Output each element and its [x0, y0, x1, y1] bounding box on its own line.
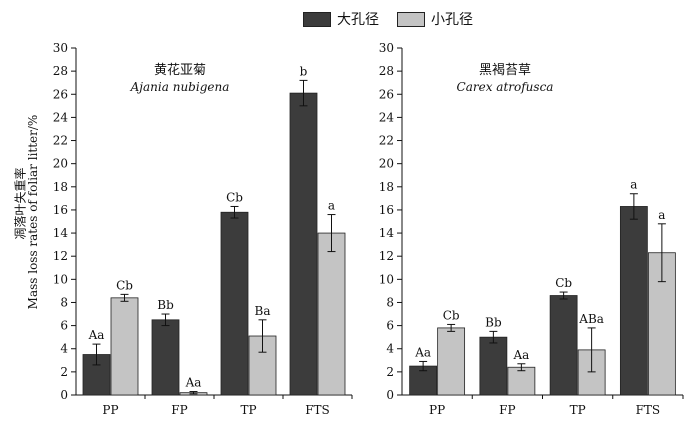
panel-1-ytick-label: 30 — [53, 41, 68, 55]
panel-1-ytick-label: 22 — [53, 134, 68, 148]
panel-2-bar-FTS-series-1 — [619, 206, 648, 396]
panel-1-xtick-label-FTS: FTS — [305, 403, 330, 417]
panel-1-title: 黄花亚菊 — [154, 62, 206, 78]
panel-1-ytick-label: 20 — [53, 157, 68, 171]
panel-1-significance-label-TP-series-1: Cb — [226, 190, 243, 204]
panel-2-bar-FP-series-2 — [507, 366, 536, 396]
panel-2-significance-label-FTS-series-1: a — [630, 178, 637, 192]
panel-1-ytick-label: 0 — [60, 388, 68, 402]
panel-1-ytick-label: 26 — [53, 87, 68, 101]
panel-1-ytick-label: 24 — [53, 110, 69, 124]
panel-1-ytick-label: 10 — [53, 272, 68, 286]
panel-2-significance-label-PP-series-2: Cb — [443, 308, 460, 322]
panel-2-subtitle: Carex atrofusca — [457, 80, 554, 94]
panel-1-ytick-label: 14 — [53, 226, 69, 240]
panel-2-xtick-label-FTS: FTS — [636, 403, 661, 417]
panel-2-ytick-label: 22 — [379, 134, 394, 148]
panel-2-significance-label-TP-series-2: ABa — [578, 312, 604, 326]
legend-label-small-aperture: 小孔径 — [431, 12, 473, 28]
panel-1-significance-label-PP-series-1: Aa — [88, 328, 105, 342]
panel-2-significance-label-TP-series-1: Cb — [555, 276, 572, 290]
legend-swatch-large-aperture — [303, 11, 331, 27]
panel-2-ytick-label: 26 — [379, 87, 394, 101]
panel-2-significance-label-FTS-series-2: a — [658, 208, 665, 222]
panel-1-significance-label-FP-series-2: Aa — [185, 376, 202, 390]
panel-2-ytick-label: 0 — [386, 388, 394, 402]
panel-2-ytick-label: 28 — [379, 64, 394, 78]
panel-2-ytick-label: 24 — [379, 110, 395, 124]
panel-2-title: 黑褐苔草 — [479, 63, 531, 78]
panel-2-ytick-label: 4 — [386, 342, 394, 356]
panel-2-ytick-label: 2 — [386, 365, 394, 379]
panel-2-ytick-label: 8 — [386, 295, 394, 309]
legend-label-large-aperture: 大孔径 — [337, 12, 379, 28]
panel-1-xtick-label-TP: TP — [240, 403, 256, 417]
panel-2-bar-FP-series-1 — [479, 336, 508, 396]
legend-swatch-small-aperture — [397, 11, 425, 27]
panel-1-bar-PP-series-2 — [110, 297, 139, 396]
panel-1-bar-FTS-series-1 — [289, 92, 318, 396]
panel-1-ytick-label: 4 — [60, 342, 68, 356]
panel-1-ytick-label: 18 — [53, 180, 68, 194]
panel-2-bar-TP-series-1 — [549, 295, 578, 396]
panel-2-ytick-label: 20 — [379, 157, 394, 171]
panel-2-xtick-label-TP: TP — [570, 403, 586, 417]
panel-1-bar-TP-series-1 — [220, 211, 249, 396]
panel-1-ytick-label: 12 — [53, 249, 68, 263]
panel-2-ytick-label: 10 — [379, 272, 394, 286]
panel-1-ytick-label: 2 — [60, 365, 68, 379]
panel-1-ytick-label: 16 — [53, 203, 68, 217]
panel-1-subtitle: Ajania nubigena — [130, 80, 230, 94]
panel-1-bar-FP-series-1 — [151, 319, 180, 396]
panel-1-xtick-label-PP: PP — [102, 403, 118, 417]
panel-2-ytick-label: 30 — [379, 41, 394, 55]
panel-1-significance-label-FTS-series-1: b — [300, 64, 308, 78]
panel-1-ytick-label: 28 — [53, 64, 68, 78]
panel-1-significance-label-FTS-series-2: a — [328, 199, 335, 213]
panel-2-significance-label-FP-series-2: Aa — [512, 348, 529, 362]
legend-item-small-aperture: 小孔径 — [397, 9, 473, 29]
panel-2-xtick-label-PP: PP — [429, 403, 445, 417]
panel-1-significance-label-PP-series-2: Cb — [116, 278, 133, 292]
panel-2-significance-label-PP-series-1: Aa — [414, 345, 431, 359]
panel-1-ytick-label: 6 — [60, 319, 68, 333]
legend: 大孔径 小孔径 — [303, 8, 473, 30]
panel-1-bar-FTS-series-2 — [317, 232, 346, 396]
panel-2-bar-PP-series-2 — [437, 327, 466, 396]
panel-2-ytick-label: 18 — [379, 180, 394, 194]
panel-2-xtick-label-FP: FP — [499, 403, 515, 417]
panel-2-ytick-label: 6 — [386, 319, 394, 333]
panel-1-significance-label-TP-series-2: Ba — [255, 304, 271, 318]
panel-2-ytick-label: 12 — [379, 249, 394, 263]
panel-1-ytick-label: 8 — [60, 295, 68, 309]
panel-2-ytick-label: 16 — [379, 203, 394, 217]
panel-1-xtick-label-FP: FP — [171, 403, 187, 417]
panel-2-significance-label-FP-series-1: Bb — [485, 315, 502, 329]
panel-1-significance-label-FP-series-1: Bb — [157, 298, 174, 312]
legend-item-large-aperture: 大孔径 — [303, 9, 379, 29]
panel-2-ytick-label: 14 — [379, 226, 395, 240]
